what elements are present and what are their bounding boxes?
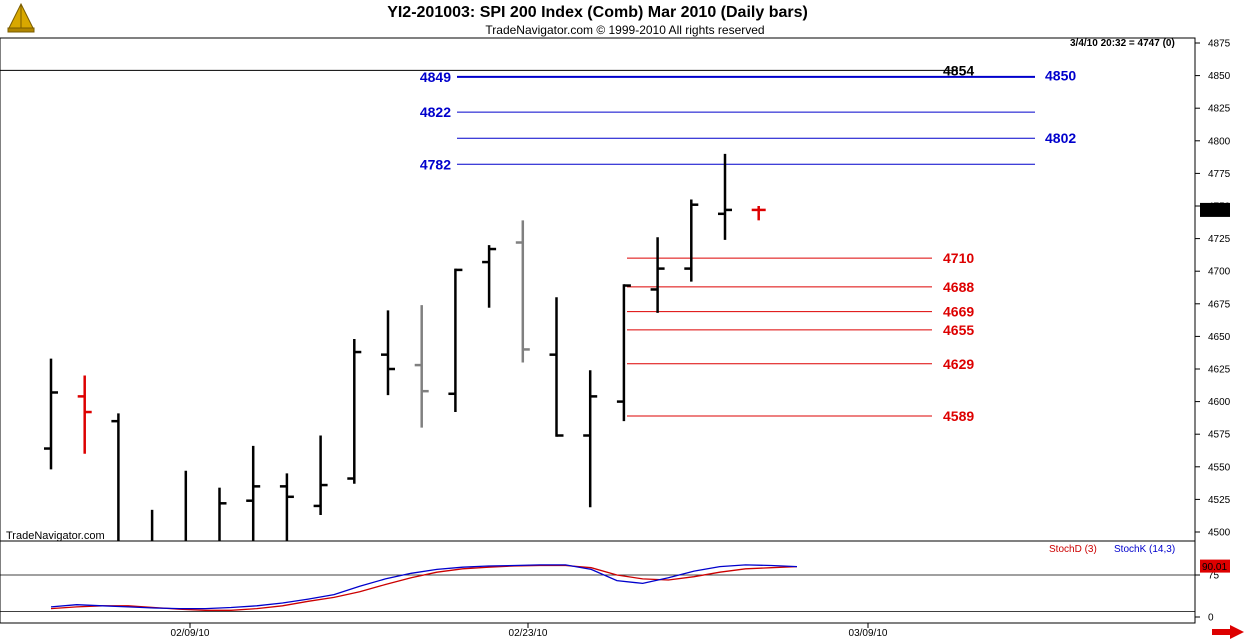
- stoch-tick-label: 0: [1208, 613, 1214, 624]
- price-tick-label: 4625: [1208, 365, 1231, 376]
- stoch-value-tag: [1200, 559, 1230, 573]
- price-bar: [718, 153, 732, 240]
- price-bar: [616, 284, 631, 422]
- price-tick-label: 4850: [1208, 71, 1231, 82]
- stoch-pane-frame: [0, 540, 1196, 624]
- price-bar: [44, 358, 58, 470]
- scroll-right-arrow-icon[interactable]: [1212, 625, 1244, 644]
- price-tick-label: 4525: [1208, 495, 1231, 506]
- resistance-label: 4782: [420, 156, 451, 172]
- price-tick-label: 4600: [1208, 397, 1231, 408]
- stoch-tick-label: 75: [1208, 571, 1220, 582]
- legend-stoch-d: StochD (3): [1049, 544, 1097, 555]
- price-tick-label: 4825: [1208, 104, 1231, 115]
- price-bar: [313, 435, 328, 516]
- price-bar: [414, 305, 429, 428]
- price-tick-label: 4575: [1208, 430, 1231, 441]
- support-label: 4710: [943, 250, 974, 266]
- chart-subtitle: TradeNavigator.com © 1999-2010 All right…: [485, 23, 765, 37]
- price-bar: [549, 297, 564, 437]
- price-bar: [279, 473, 294, 541]
- price-bar: [448, 268, 463, 413]
- price-tick-label: 4675: [1208, 299, 1231, 310]
- stoch-series-line: [50, 564, 798, 611]
- support-label: 4655: [943, 322, 974, 338]
- price-bar: [583, 370, 598, 508]
- legend-stoch-k: StochK (14,3): [1114, 544, 1176, 555]
- price-bar: [650, 237, 665, 313]
- price-tick-label: 4650: [1208, 332, 1231, 343]
- watermark: TradeNavigator.com: [6, 530, 105, 542]
- price-tick-label: 4775: [1208, 169, 1231, 180]
- support-label: 4589: [943, 408, 974, 424]
- last-price-tag-label: 4747: [1203, 206, 1226, 217]
- price-bar: [684, 199, 699, 282]
- price-tick-label: 4875: [1208, 39, 1231, 50]
- resistance-label: 4849: [420, 69, 451, 85]
- price-bar: [515, 220, 530, 363]
- price-pane-frame: [0, 37, 1196, 542]
- price-tick-label: 4725: [1208, 234, 1231, 245]
- date-tick-label: 02/09/10: [171, 628, 210, 639]
- price-bar: [246, 445, 261, 541]
- price-tick-label: 4500: [1208, 528, 1231, 539]
- support-label: 4688: [943, 279, 974, 295]
- resistance-label: 4850: [1045, 68, 1076, 84]
- timestamp-readout: 3/4/10 20:32 = 4747 (0): [1070, 38, 1175, 49]
- support-label: 4629: [943, 356, 974, 372]
- date-tick-label: 02/23/10: [509, 628, 548, 639]
- resistance-label: 4854: [943, 62, 974, 78]
- price-bar: [482, 245, 497, 308]
- price-bar: [218, 487, 227, 541]
- price-tick-label: 4700: [1208, 267, 1231, 278]
- resistance-label: 4822: [420, 104, 451, 120]
- last-price-tag: [1200, 202, 1230, 217]
- price-bar: [347, 339, 362, 484]
- support-label: 4669: [943, 304, 974, 320]
- trade-navigator-logo-icon: [4, 2, 38, 39]
- price-bar: [381, 310, 395, 396]
- resistance-label: 4802: [1045, 130, 1076, 146]
- price-bar: [77, 375, 92, 454]
- stoch-value-tag-label: 90.01: [1202, 562, 1227, 573]
- price-bar: [111, 413, 120, 541]
- price-bar: [751, 206, 766, 221]
- price-tick-label: 4800: [1208, 136, 1231, 147]
- stoch-series-line: [50, 564, 798, 610]
- chart-title: YI2-201003: SPI 200 Index (Comb) Mar 201…: [387, 4, 808, 21]
- date-tick-label: 03/09/10: [849, 628, 888, 639]
- price-tick-label: 4550: [1208, 462, 1231, 473]
